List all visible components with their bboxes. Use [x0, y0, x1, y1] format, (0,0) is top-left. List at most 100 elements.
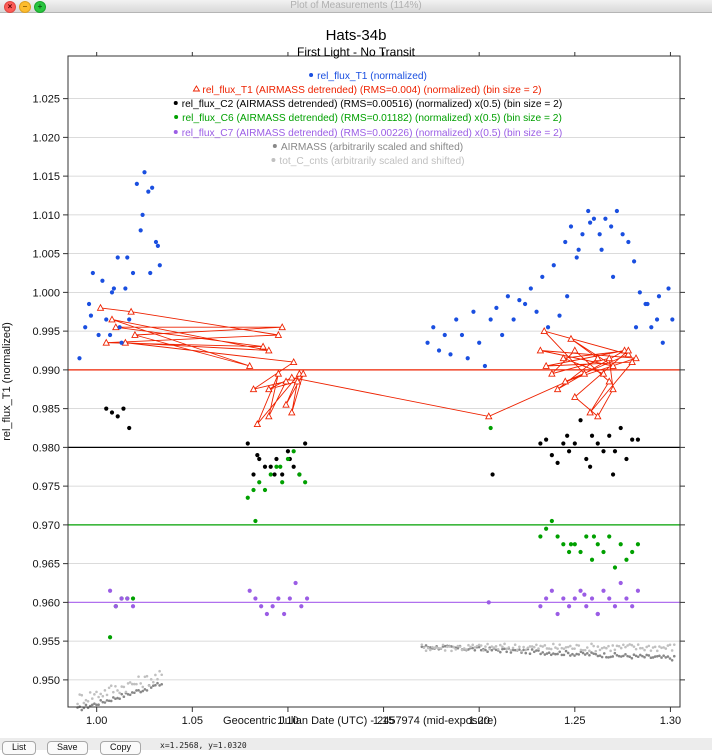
data-point: [549, 653, 553, 657]
data-point: [530, 648, 534, 651]
data-point: [589, 433, 595, 438]
list-button[interactable]: List: [2, 741, 37, 755]
measurement-plot[interactable]: 0.950 0.955 0.960 0.965 0.970 0.975 0.980 0.985…: [0, 12, 712, 738]
data-point: [123, 286, 128, 291]
data-point: [607, 656, 610, 659]
close-button[interactable]: ×: [4, 1, 16, 13]
data-point-triangle: [265, 346, 273, 354]
data-point: [107, 699, 111, 703]
data-point: [467, 643, 470, 647]
data-point: [133, 682, 136, 686]
legend-marker: [271, 158, 276, 162]
save-button[interactable]: Save: [47, 741, 88, 755]
x-axis-label: Geocentric Julian Date (UTC) - 2457974 (…: [223, 715, 497, 727]
chart-subtitle: First Light - No Transit: [297, 45, 416, 59]
data-point: [538, 534, 543, 539]
data-point: [251, 487, 256, 493]
data-point: [134, 181, 139, 186]
data-point: [532, 645, 536, 649]
data-point: [86, 301, 92, 307]
data-point: [511, 648, 515, 652]
data-point: [477, 645, 481, 649]
data-point: [575, 652, 578, 656]
data-point-triangle: [293, 377, 302, 385]
legend-label: rel_flux_C2 (AIRMASS detrended) (RMS=0.0…: [182, 99, 563, 110]
legend-label: rel_flux_C7 (AIRMASS detrended) (RMS=0.0…: [182, 128, 563, 139]
data-point: [666, 644, 670, 647]
data-point: [443, 644, 447, 648]
data-point-triangle: [289, 357, 298, 365]
data-point: [630, 549, 635, 555]
data-point: [574, 255, 579, 260]
data-point: [526, 646, 530, 650]
data-point: [500, 332, 505, 338]
x-tick-label: 1.15: [373, 715, 394, 727]
data-point: [544, 596, 549, 601]
data-point: [617, 654, 621, 658]
data-point: [280, 472, 285, 477]
data-point: [555, 460, 560, 465]
data-point: [579, 648, 583, 652]
bottom-toolbar: [0, 738, 712, 750]
data-point: [104, 317, 109, 322]
data-point: [664, 647, 668, 650]
data-point: [601, 449, 606, 454]
data-point: [583, 653, 587, 656]
data-point: [624, 645, 627, 649]
data-point: [490, 472, 495, 477]
data-point: [592, 644, 595, 648]
data-point: [120, 692, 124, 696]
data-point: [545, 325, 551, 330]
data-point: [511, 646, 515, 650]
data-point: [518, 645, 521, 649]
data-point: [615, 654, 619, 657]
data-point: [513, 643, 517, 647]
y-tick-label: 0.965: [32, 559, 60, 571]
data-point: [479, 644, 483, 647]
data-point: [490, 645, 494, 648]
data-point: [561, 441, 566, 446]
data-point: [282, 611, 287, 617]
data-point-triangle: [274, 369, 283, 377]
data-point: [465, 648, 468, 651]
data-point-triangle: [628, 357, 636, 365]
data-point-triangle: [108, 315, 116, 323]
data-point: [137, 675, 140, 678]
window-titlebar: × – + Plot of Measurements (114%): [0, 0, 712, 13]
data-point: [494, 305, 499, 310]
series-c2: [104, 406, 641, 477]
data-point: [473, 649, 477, 652]
data-point: [522, 301, 528, 307]
data-point: [597, 232, 602, 237]
data-point-triangle: [609, 361, 617, 369]
data-point: [488, 425, 493, 431]
data-point: [598, 654, 602, 657]
data-point: [538, 604, 543, 609]
data-point: [636, 655, 640, 659]
data-point: [584, 456, 589, 462]
data-point: [125, 255, 130, 260]
data-point: [647, 654, 651, 657]
data-point: [496, 647, 500, 651]
data-point: [624, 456, 629, 462]
data-point: [501, 645, 504, 649]
data-point: [82, 701, 86, 705]
minimize-button[interactable]: –: [19, 1, 31, 13]
copy-button[interactable]: Copy: [100, 741, 142, 755]
data-point: [577, 653, 581, 656]
data-point: [471, 643, 475, 647]
data-point: [103, 701, 107, 704]
data-point: [581, 651, 585, 655]
data-point: [561, 542, 566, 547]
data-point: [586, 208, 591, 214]
data-point: [494, 645, 498, 648]
data-point: [116, 696, 119, 700]
data-point: [425, 340, 430, 345]
zoom-button[interactable]: +: [34, 1, 46, 13]
data-point: [611, 644, 615, 647]
data-point: [450, 649, 453, 653]
data-point: [655, 649, 659, 653]
legend-label: AIRMASS (arbitrarily scaled and shifted): [281, 142, 463, 153]
data-point: [121, 406, 126, 411]
data-point: [291, 464, 296, 469]
